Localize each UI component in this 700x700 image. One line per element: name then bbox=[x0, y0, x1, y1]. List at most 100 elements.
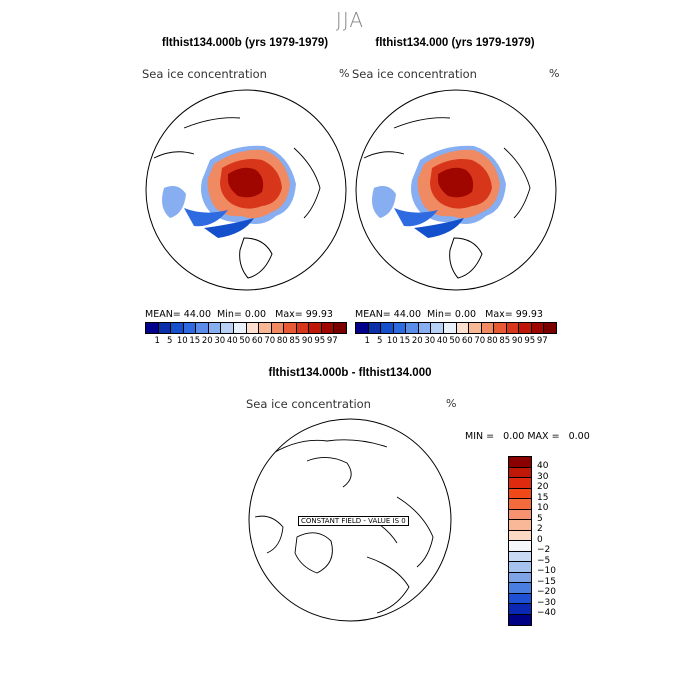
panel1-min-value: 0.00 bbox=[244, 309, 267, 320]
panel1-colorbar-swatch bbox=[196, 323, 209, 333]
diff-colorbar-swatch bbox=[509, 467, 531, 478]
diff-max-label: MAX = bbox=[527, 431, 560, 442]
diff-max-value: 0.00 bbox=[568, 431, 590, 442]
panel2-max-value: 99.93 bbox=[515, 309, 543, 320]
panel1-map bbox=[145, 89, 347, 291]
diff-colorbar-label: −5 bbox=[537, 555, 551, 566]
panel1-max-value: 99.93 bbox=[305, 309, 333, 320]
panel2-colorbar-tick: 5 bbox=[377, 336, 383, 346]
panel1-units: % bbox=[339, 67, 350, 80]
diff-colorbar-label: −15 bbox=[537, 576, 556, 587]
panel2-mean-label: MEAN= bbox=[355, 309, 391, 320]
diff-colorbar-label: −40 bbox=[537, 608, 556, 618]
diff-colorbar-label: −2 bbox=[537, 545, 551, 555]
panel1-colorbar-tick: 40 bbox=[226, 336, 238, 346]
panel1-colorbar-tick: 1 bbox=[154, 336, 160, 346]
panel2-colorbar-tick: 1 bbox=[364, 336, 370, 346]
panel1-colorbar-swatch bbox=[146, 323, 159, 333]
panel2-units: % bbox=[549, 67, 560, 80]
diff-colorbar-label: −20 bbox=[537, 587, 556, 597]
diff-min-value: 0.00 bbox=[503, 431, 525, 442]
diff-colorbar-label: 40 bbox=[537, 461, 549, 471]
diff-colorbar-label: 2 bbox=[537, 524, 543, 534]
diff-colorbar-swatch bbox=[509, 530, 531, 541]
panel2-colorbar-swatch bbox=[456, 323, 470, 333]
panel1-colorbar-tick: 85 bbox=[289, 336, 301, 346]
panel2-colorbar-tick: 15 bbox=[399, 336, 411, 346]
panel2-min-value: 0.00 bbox=[454, 309, 477, 320]
panel2-ice-south bbox=[414, 218, 464, 238]
panel2-colorbar-swatch bbox=[469, 323, 482, 333]
diff-coast-eurasia bbox=[366, 496, 434, 614]
diff-coast-greenland bbox=[294, 532, 333, 574]
diff-colorbar-swatch bbox=[509, 583, 531, 594]
panel2-colorbar-tick: 90 bbox=[511, 336, 523, 346]
diff-colorbar-label: −10 bbox=[537, 566, 556, 576]
diff-colorbar-swatch bbox=[509, 614, 531, 625]
panel2-colorbar-tick: 95 bbox=[524, 336, 536, 346]
panel2-colorbar-tick: 30 bbox=[424, 336, 436, 346]
panel2-colorbar-swatch bbox=[418, 323, 432, 333]
panel1-colorbar-swatch bbox=[296, 323, 310, 333]
panel2-max-label: Max= bbox=[485, 309, 513, 320]
panel2-colorbar-swatch bbox=[406, 323, 419, 333]
panel1-variable: Sea ice concentration bbox=[142, 67, 267, 81]
panel1-max-label: Max= bbox=[275, 309, 303, 320]
panel1-colorbar-tick: 80 bbox=[276, 336, 288, 346]
diff-colorbar-swatch bbox=[509, 572, 531, 583]
panel1-coast-greenland bbox=[239, 237, 273, 279]
panel2-stats: MEAN= 44.00 Min= 0.00 Max= 99.93 bbox=[355, 309, 543, 320]
panel2-ice-hudson bbox=[372, 186, 396, 218]
diff-colorbar-swatch bbox=[509, 541, 531, 552]
panel2-title: flthist134.000 (yrs 1979-1979) bbox=[375, 37, 535, 49]
season-title: JJA bbox=[335, 8, 365, 32]
panel1-colorbar-tick: 20 bbox=[201, 336, 213, 346]
panel2-colorbar-swatch bbox=[431, 323, 444, 333]
panel1-ice-south bbox=[204, 218, 254, 238]
panel2-colorbar-swatch bbox=[531, 323, 545, 333]
panel1-colorbar-swatch bbox=[284, 323, 297, 333]
diff-coast-west bbox=[254, 515, 284, 554]
panel2-colorbar-tick: 70 bbox=[474, 336, 486, 346]
panel1-stats: MEAN= 44.00 Min= 0.00 Max= 99.93 bbox=[145, 309, 333, 320]
panel1-colorbar-tick: 15 bbox=[189, 336, 201, 346]
panel2-colorbar-swatch bbox=[356, 323, 369, 333]
panel1-colorbar-swatch bbox=[158, 323, 172, 333]
panel1-colorbar bbox=[145, 322, 347, 334]
panel1-colorbar-swatch bbox=[334, 323, 346, 333]
diff-colorbar-swatch bbox=[509, 604, 531, 615]
panel2-colorbar-swatch bbox=[506, 323, 520, 333]
diff-colorbar-swatch bbox=[509, 478, 531, 489]
panel1-colorbar-swatch bbox=[208, 323, 222, 333]
panel2-colorbar bbox=[355, 322, 557, 334]
panel1-colorbar-tick: 60 bbox=[251, 336, 263, 346]
diff-colorbar-label: 10 bbox=[537, 503, 549, 513]
panel2-coast-eurasia bbox=[363, 117, 531, 219]
panel1-colorbar-tick: 5 bbox=[167, 336, 173, 346]
panel1-coast-eurasia bbox=[153, 117, 321, 219]
panel2-colorbar-swatch bbox=[494, 323, 507, 333]
panel1-ice-peak bbox=[228, 167, 264, 198]
panel2-min-label: Min= bbox=[427, 309, 452, 320]
diff-variable: Sea ice concentration bbox=[246, 397, 371, 411]
panel2-coast-greenland bbox=[449, 237, 483, 279]
panel2-colorbar-swatch bbox=[381, 323, 394, 333]
panel2-colorbar-tick: 10 bbox=[386, 336, 398, 346]
panel1-colorbar-swatch bbox=[321, 323, 335, 333]
panel1-min-label: Min= bbox=[217, 309, 242, 320]
panel1-colorbar-swatch bbox=[171, 323, 184, 333]
diff-colorbar-label: 0 bbox=[537, 534, 543, 545]
panel1-colorbar-tick: 70 bbox=[264, 336, 276, 346]
panel2-variable: Sea ice concentration bbox=[352, 67, 477, 81]
panel1-colorbar-ticks: 1 5 10 15 20 30 40 50 60 70 80 85 90 95 97 bbox=[151, 336, 339, 346]
panel2-colorbar-swatch bbox=[481, 323, 495, 333]
diff-colorbar-label: 30 bbox=[537, 471, 549, 482]
diff-colorbar-swatch bbox=[509, 593, 531, 604]
diff-colorbar-label: 5 bbox=[537, 513, 543, 524]
panel2-colorbar-tick: 85 bbox=[499, 336, 511, 346]
panel1-ice-baffin bbox=[184, 208, 228, 227]
panel1-colorbar-tick: 30 bbox=[214, 336, 226, 346]
panel1-colorbar-swatch bbox=[259, 323, 272, 333]
diff-colorbar bbox=[508, 456, 532, 626]
diff-min-label: MIN = bbox=[465, 431, 495, 442]
